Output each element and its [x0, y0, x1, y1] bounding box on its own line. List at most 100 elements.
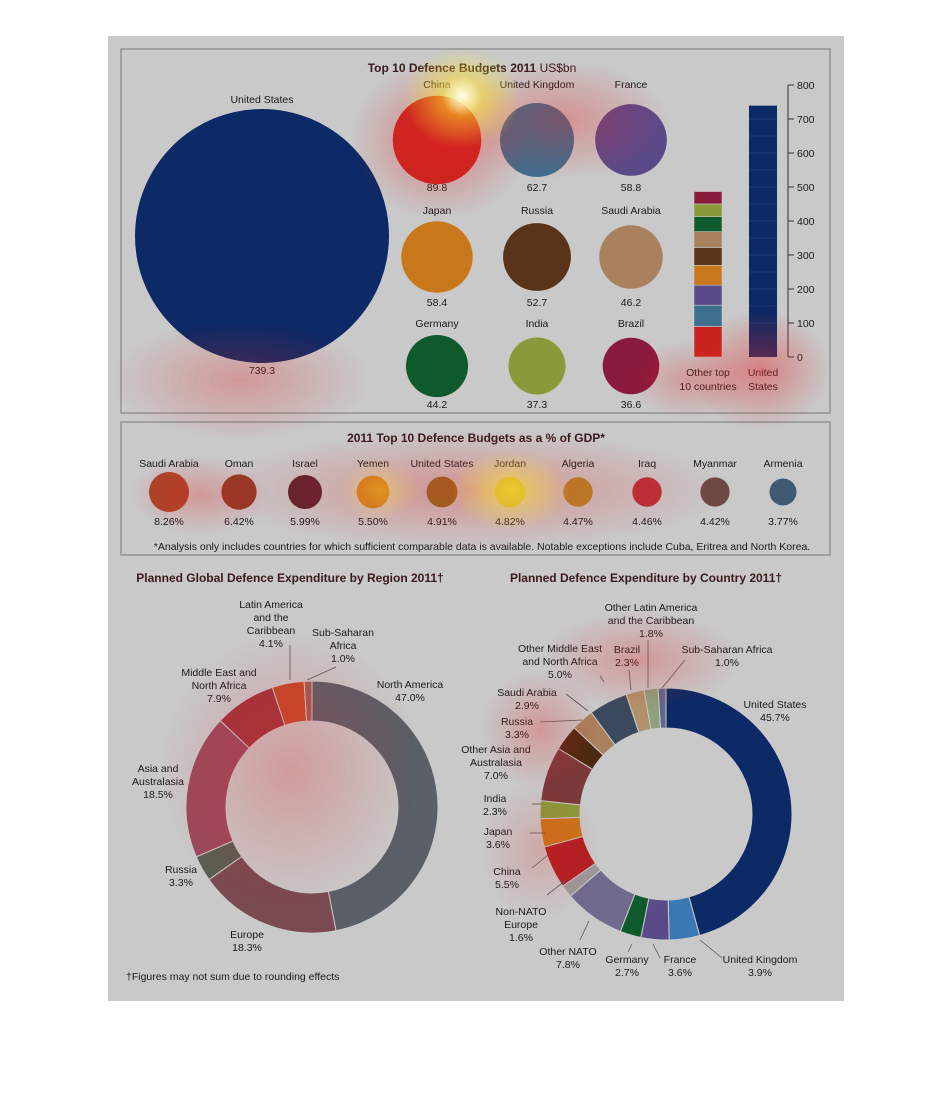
gdp-value-label: 8.26%: [154, 516, 184, 528]
country-slice-label: China: [493, 866, 521, 878]
stacked-bar-segment: [693, 265, 723, 286]
gdp-country-label: Armenia: [763, 458, 802, 470]
country-leader-line: [652, 943, 661, 959]
bar-axis-tick-label: 800: [797, 80, 815, 92]
budget-country-label: Russia: [521, 205, 553, 217]
budget-bubble: [392, 95, 482, 185]
stacked-bar-segment: [693, 326, 723, 358]
budget-bubble: [602, 337, 660, 395]
country-slice-label: Other Middle East: [518, 643, 602, 655]
budget-value-label: 58.4: [427, 297, 448, 309]
budget-bubble: [503, 223, 571, 291]
region-pie-title: Planned Global Defence Expenditure by Re…: [136, 571, 443, 585]
budget-country-label: India: [526, 318, 549, 330]
bar-category-label: Other top: [686, 367, 730, 379]
country-slice-label: 2.3%: [615, 657, 639, 669]
budget-country-label: France: [615, 79, 648, 91]
gdp-value-label: 4.46%: [632, 516, 662, 528]
country-slice-label: France: [664, 954, 697, 966]
region-slice: [208, 855, 337, 934]
region-slice-label: 3.3%: [169, 877, 193, 889]
region-leader-line: [306, 666, 337, 681]
budget-value-label: 62.7: [527, 182, 548, 194]
budget-country-label: United Kingdom: [500, 79, 575, 91]
budget-value-label: 52.7: [527, 297, 548, 309]
gdp-bubble: [149, 472, 189, 512]
budget-bubble: [500, 103, 574, 177]
region-slice-label: 1.0%: [331, 653, 355, 665]
region-slice-label: 7.9%: [207, 693, 231, 705]
region-slice: [185, 719, 251, 858]
country-slice-label: Australasia: [470, 757, 522, 769]
country-slice-label: Russia: [501, 716, 533, 728]
gdp-country-label: Israel: [292, 458, 318, 470]
budget-country-label: Japan: [423, 205, 452, 217]
country-leader-line: [699, 939, 723, 959]
gdp-value-label: 4.91%: [427, 516, 457, 528]
bar-axis-tick-label: 0: [797, 352, 803, 364]
region-slice-label: 47.0%: [395, 692, 425, 704]
bar-category-label: United: [748, 367, 779, 379]
region-slice-label: North Africa: [192, 680, 247, 692]
gdp-country-label: Yemen: [357, 458, 389, 470]
country-slice-label: 3.6%: [486, 839, 510, 851]
region-footnote: †Figures may not sum due to rounding eff…: [126, 971, 339, 983]
gdp-country-label: United States: [410, 458, 473, 470]
bar-axis-tick-label: 500: [797, 182, 815, 194]
gdp-country-label: Algeria: [562, 458, 595, 470]
country-slice-label: Sub-Saharan Africa: [681, 644, 772, 656]
stacked-bar-segment: [693, 216, 723, 232]
country-slice-label: Saudi Arabia: [497, 687, 557, 699]
country-slice-label: 5.0%: [548, 669, 572, 681]
country-slice-label: and the Caribbean: [608, 615, 695, 627]
bar-category-label: States: [748, 381, 778, 393]
country-leader-line: [599, 675, 605, 683]
budget-country-label: Germany: [415, 318, 459, 330]
gdp-value-label: 3.77%: [768, 516, 798, 528]
gdp-bubble: [426, 476, 458, 508]
budgets-title: Top 10 Defence Budgets 2011 US$bn: [368, 61, 577, 75]
gdp-bubble: [221, 474, 257, 510]
bar-axis-tick-label: 200: [797, 284, 815, 296]
stacked-bar-segment: [693, 231, 723, 248]
gdp-value-label: 4.42%: [700, 516, 730, 528]
country-slice-label: 2.7%: [615, 967, 639, 979]
bar-axis-tick-label: 300: [797, 250, 815, 262]
country-slice-label: Other NATO: [539, 946, 596, 958]
gdp-bubble: [769, 478, 797, 506]
country-leader-line: [628, 669, 632, 691]
country-slice-label: Other Asia and: [461, 744, 531, 756]
budget-bubble: [135, 109, 389, 363]
budget-country-label: China: [423, 79, 451, 91]
stacked-bar-us: [749, 105, 777, 357]
country-leader-line: [531, 854, 549, 869]
gdp-country-label: Oman: [225, 458, 254, 470]
gdp-value-label: 5.50%: [358, 516, 388, 528]
region-slice-label: Australasia: [132, 776, 184, 788]
country-pie-title: Planned Defence Expenditure by Country 2…: [510, 571, 782, 585]
gdp-bubble: [287, 474, 323, 510]
region-slice-label: Sub-Saharan: [312, 627, 374, 639]
country-slice-label: 5.5%: [495, 879, 519, 891]
gdp-value-label: 4.47%: [563, 516, 593, 528]
gdp-country-label: Myanmar: [693, 458, 737, 470]
country-slice-label: 3.9%: [748, 967, 772, 979]
bar-axis-tick-label: 600: [797, 148, 815, 160]
region-slice-label: Africa: [330, 640, 357, 652]
country-slice-label: 7.0%: [484, 770, 508, 782]
country-slice-label: 7.8%: [556, 959, 580, 971]
region-slice-label: Europe: [230, 929, 264, 941]
country-slice-label: Brazil: [614, 644, 640, 656]
budget-bubble: [508, 337, 566, 395]
region-slice-label: and the: [253, 612, 288, 624]
gdp-value-label: 5.99%: [290, 516, 320, 528]
country-slice-label: and North Africa: [522, 656, 597, 668]
region-slice-label: 18.5%: [143, 789, 173, 801]
region-slice-label: 4.1%: [259, 638, 283, 650]
country-slice-label: 1.8%: [639, 628, 663, 640]
country-slice-label: Non-NATO: [496, 906, 547, 918]
country-slice-label: Other Latin America: [605, 602, 698, 614]
country-slice-label: Germany: [605, 954, 649, 966]
country-leader-line: [565, 693, 589, 712]
